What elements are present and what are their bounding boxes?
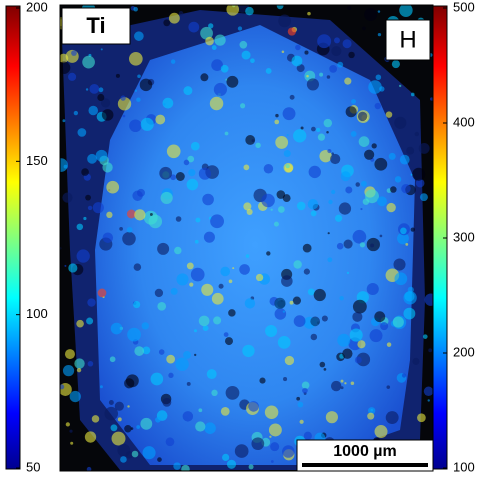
colorbar-tick-label: 200 — [453, 344, 475, 359]
panel-label-box — [385, 19, 431, 61]
colorbar-tick-label: 200 — [26, 0, 48, 14]
left-colorbar — [5, 5, 21, 470]
colorbar-tick-label: 50 — [26, 459, 40, 474]
element-label-box — [61, 7, 131, 45]
map-image — [60, 5, 433, 471]
colorbar-tick-label: 100 — [453, 459, 475, 474]
colorbar-tick-label: 300 — [453, 229, 475, 244]
element-label: Ti — [86, 13, 105, 38]
colorbar-tick-label: 150 — [26, 153, 48, 168]
scale-bar-label: 1000 µm — [333, 443, 396, 460]
panel-label: H — [399, 26, 416, 53]
colorbar-tick-label: 400 — [453, 114, 475, 129]
scale-bar — [302, 463, 428, 467]
colorbar-tick-label: 100 — [26, 306, 48, 321]
colorbar-tick-label: 500 — [453, 0, 475, 14]
